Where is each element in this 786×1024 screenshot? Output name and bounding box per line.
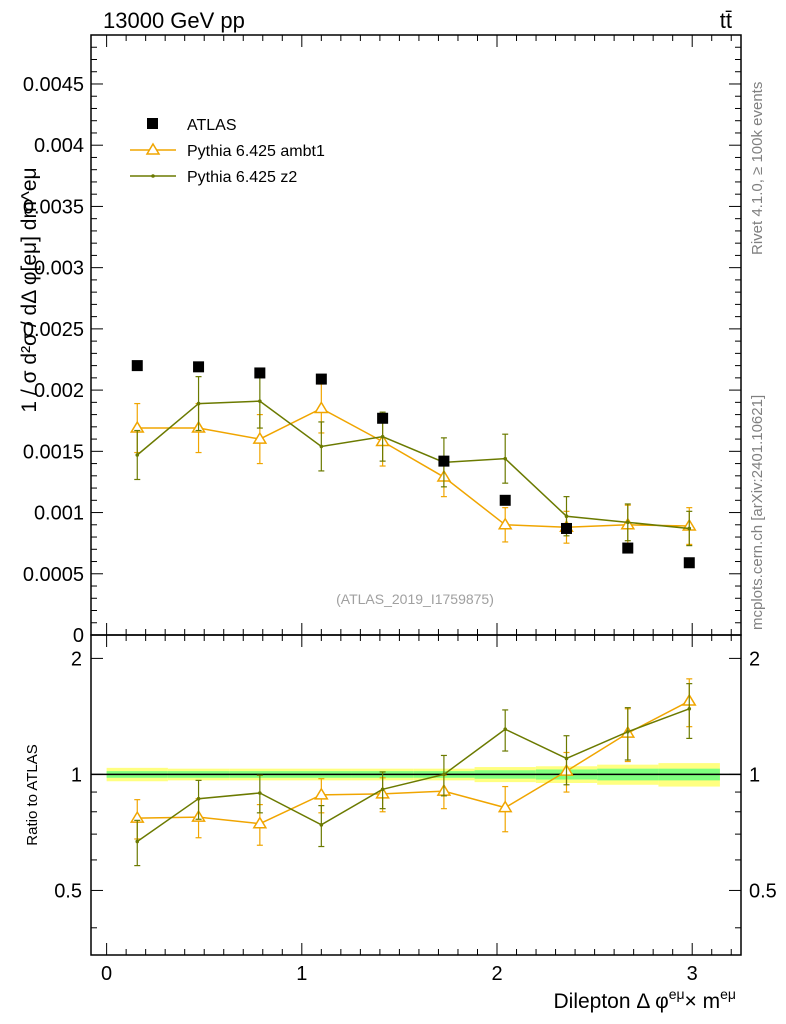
ratio-point-z2 — [564, 756, 569, 761]
ratio-frame — [90, 634, 742, 956]
ratio-ytick-label-left: 2 — [71, 648, 82, 670]
x-axis-label: Dilepton Δ φeμ× meμ — [553, 986, 736, 1013]
ratio-ytick-label-left: 1 — [71, 764, 82, 786]
main-point-z2 — [380, 434, 385, 439]
main-ytick-label: 0.0005 — [23, 564, 84, 586]
side-rivet: Rivet 4.1.0, ≥ 100k events — [749, 82, 766, 255]
main-ytick-label: 0.003 — [34, 258, 84, 280]
ratio-ytick-label-left: 0.5 — [54, 880, 82, 902]
main-point-atlas — [254, 367, 266, 379]
ratio-series-line — [137, 700, 690, 825]
side-mcplots: mcplots.cern.ch [arXiv:2401.10621] — [749, 395, 766, 630]
x-axis-label-sup1: eμ — [669, 986, 685, 1002]
ratio-point-z2 — [687, 706, 692, 711]
legend-z2-marker — [151, 174, 155, 178]
main-point-z2 — [625, 520, 630, 525]
ratio-point-ambt1 — [252, 816, 268, 829]
main-point-atlas — [622, 542, 634, 554]
ratio-plot-area — [91, 678, 741, 867]
main-plot-area — [106, 35, 732, 635]
main-point-atlas — [315, 373, 327, 385]
legend: ATLAS Pythia 6.425 ambt1 Pythia 6.425 z2 — [130, 117, 325, 186]
xtick-label: 3 — [687, 963, 698, 985]
x-axis: 0 1 2 3 — [101, 635, 732, 985]
main-point-z2 — [503, 456, 508, 461]
main-point-atlas — [131, 360, 143, 372]
main-ytick-label: 0.0045 — [23, 74, 84, 96]
main-point-ambt1 — [497, 517, 513, 530]
main-ytick-label: 0.001 — [34, 503, 84, 525]
main-point-z2 — [258, 399, 262, 403]
x-axis-label-main: Dilepton Δ φ — [553, 990, 668, 1013]
main-point-ambt1 — [252, 431, 268, 444]
ratio-point-ambt1 — [497, 800, 513, 813]
ratio-point-z2 — [196, 796, 201, 801]
xtick-label: 0 — [101, 963, 112, 985]
main-point-z2 — [196, 401, 201, 406]
ratio-point-z2 — [135, 839, 140, 844]
main-y-axis-label: 1 / σ d²σ / dΔ φ[eμ] dm^eμ — [18, 167, 41, 412]
main-point-atlas — [193, 361, 205, 373]
header-ttbar: tt̄ — [720, 8, 732, 33]
ratio-y-axis: 0.5 0.5 1 1 2 2 — [54, 648, 777, 929]
header-process: 13000 GeV pp — [103, 8, 245, 33]
xtick-label: 2 — [491, 963, 502, 985]
main-point-z2 — [687, 526, 692, 531]
main-ytick-label: 0.0035 — [23, 196, 84, 218]
main-ytick-label: 0.002 — [34, 380, 84, 402]
main-ytick-label: 0.0025 — [23, 319, 84, 341]
xtick-label: 1 — [296, 963, 307, 985]
main-point-atlas — [683, 557, 695, 569]
ratio-point-z2 — [503, 727, 508, 732]
legend-z2-label: Pythia 6.425 z2 — [187, 169, 297, 186]
ratio-point-z2 — [380, 787, 385, 792]
x-axis-label-sup2: eμ — [720, 986, 736, 1002]
main-y-axis: 0 0.0005 0.001 0.0015 0.002 0.0025 0.003 0.0035… — [23, 46, 741, 647]
main-point-z2 — [135, 453, 140, 457]
x-axis-label-times: × m — [685, 990, 721, 1013]
ratio-ytick-label-right: 2 — [749, 648, 760, 670]
main-point-z2 — [564, 514, 569, 519]
ratio-point-z2 — [319, 823, 324, 827]
main-ytick-label: 0.0015 — [23, 441, 84, 463]
legend-ambt1-label: Pythia 6.425 ambt1 — [187, 143, 325, 160]
ratio-ytick-label-right: 1 — [749, 764, 760, 786]
main-point-atlas — [438, 455, 450, 467]
legend-atlas-label: ATLAS — [187, 117, 237, 134]
main-point-atlas — [499, 494, 511, 506]
main-panel: 0 0.0005 0.001 0.0015 0.002 0.0025 0.003 0.0035… — [18, 34, 742, 647]
legend-atlas-marker — [147, 118, 158, 129]
main-point-atlas — [560, 522, 572, 534]
main-series-line — [136, 400, 690, 530]
main-point-z2 — [319, 444, 324, 449]
ratio-panel: 0.5 0.5 1 1 2 2 0 1 2 3 Ratio to ATLAS Dilepton … — [24, 634, 777, 1013]
watermark: (ATLAS_2019_I1759875) — [336, 591, 494, 607]
main-point-atlas — [377, 412, 389, 424]
ratio-point-ambt1 — [314, 787, 329, 800]
main-ytick-label: 0 — [73, 625, 84, 647]
ratio-ytick-label-right: 0.5 — [749, 880, 777, 902]
ratio-point-z2 — [442, 772, 446, 777]
ratio-series-line — [136, 708, 690, 843]
ratio-y-axis-label: Ratio to ATLAS — [24, 744, 41, 845]
main-series-line — [137, 407, 690, 528]
ratio-point-z2 — [258, 791, 262, 795]
main-point-ambt1 — [314, 401, 329, 414]
main-ytick-label: 0.004 — [34, 135, 84, 157]
ratio-point-z2 — [625, 729, 630, 734]
legend-ambt1-marker — [145, 142, 161, 155]
